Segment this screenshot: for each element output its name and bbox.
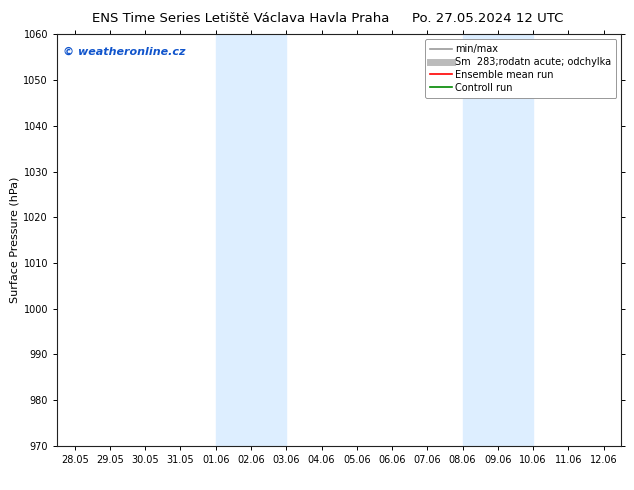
Text: Po. 27.05.2024 12 UTC: Po. 27.05.2024 12 UTC [413, 12, 564, 25]
Bar [216, 34, 287, 446]
Text: © weatheronline.cz: © weatheronline.cz [63, 47, 185, 57]
Text: ENS Time Series Letiště Václava Havla Praha: ENS Time Series Letiště Václava Havla Pr… [92, 12, 390, 25]
Legend: min/max, Sm  283;rodatn acute; odchylka, Ensemble mean run, Controll run: min/max, Sm 283;rodatn acute; odchylka, … [425, 39, 616, 98]
Bar [463, 34, 533, 446]
Y-axis label: Surface Pressure (hPa): Surface Pressure (hPa) [10, 177, 19, 303]
